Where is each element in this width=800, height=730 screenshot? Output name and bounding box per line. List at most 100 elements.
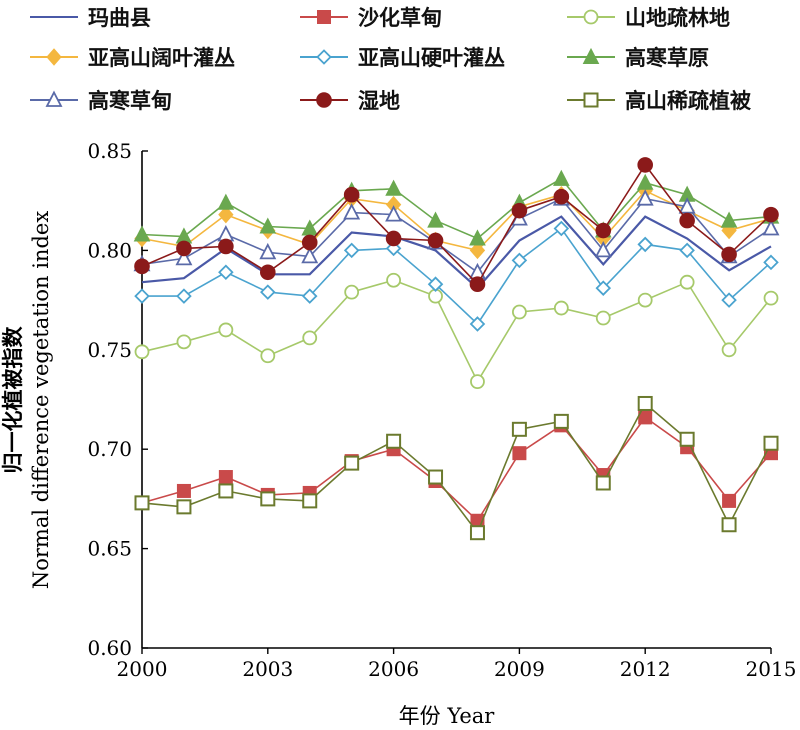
marker-shape xyxy=(218,264,234,281)
data-point xyxy=(721,246,737,263)
data-point xyxy=(428,469,444,485)
data-point xyxy=(763,290,779,306)
data-point xyxy=(260,348,276,364)
legend-swatch-marker xyxy=(582,47,600,64)
series-line xyxy=(141,279,772,384)
x-tick-label: 2000 xyxy=(117,657,168,681)
marker-shape xyxy=(260,348,276,364)
series-plot-area xyxy=(133,157,780,541)
marker-shape xyxy=(679,242,695,259)
marker-shape xyxy=(260,264,276,281)
marker-shape xyxy=(637,395,653,411)
marker-shape xyxy=(259,217,277,234)
data-point xyxy=(637,236,653,253)
marker-shape xyxy=(316,49,332,65)
data-point xyxy=(636,189,654,206)
data-point xyxy=(343,242,360,259)
data-point xyxy=(343,203,361,220)
data-point xyxy=(469,229,486,246)
marker-shape xyxy=(721,292,737,308)
marker-shape xyxy=(763,254,779,271)
legend-swatch-marker xyxy=(45,90,63,107)
marker-shape xyxy=(512,446,527,461)
data-point xyxy=(553,413,569,429)
data-point xyxy=(302,493,318,509)
legend-swatch-marker xyxy=(583,9,599,25)
marker-shape xyxy=(583,9,599,25)
marker-shape xyxy=(721,517,737,533)
marker-shape xyxy=(582,47,600,64)
data-point xyxy=(427,276,444,292)
marker-shape xyxy=(553,188,570,205)
marker-shape xyxy=(344,455,360,471)
data-point xyxy=(722,493,737,508)
data-point xyxy=(469,525,485,541)
marker-shape xyxy=(427,232,444,249)
x-tick-label: 2006 xyxy=(368,657,419,681)
data-point xyxy=(469,276,486,292)
series-line xyxy=(141,189,772,252)
legend-label: 高寒草甸 xyxy=(88,89,172,113)
marker-shape xyxy=(512,304,527,320)
data-point xyxy=(175,248,193,266)
y-axis-title-cn: 归一化植被指数 xyxy=(0,326,25,474)
marker-shape xyxy=(721,342,737,358)
marker-shape xyxy=(260,284,276,300)
data-point xyxy=(385,230,402,247)
data-point xyxy=(218,483,234,499)
data-point xyxy=(469,316,486,332)
marker-shape xyxy=(301,288,318,304)
data-point xyxy=(301,234,318,251)
data-point xyxy=(302,330,318,346)
marker-shape xyxy=(218,238,234,255)
legend-item: 亚高山阔叶灌丛 xyxy=(30,46,235,70)
data-point xyxy=(512,304,527,320)
data-point xyxy=(176,288,192,304)
y-tick-label: 0.70 xyxy=(87,437,132,461)
data-point xyxy=(763,206,779,223)
marker-shape xyxy=(427,276,444,292)
data-point xyxy=(176,483,191,498)
marker-shape xyxy=(679,212,695,229)
marker-shape xyxy=(511,421,527,437)
data-point xyxy=(218,238,234,255)
legend-label: 亚高山阔叶灌丛 xyxy=(88,46,235,70)
marker-shape xyxy=(763,290,779,306)
marker-shape xyxy=(301,234,318,251)
marker-shape xyxy=(583,92,599,108)
marker-shape xyxy=(134,344,150,360)
marker-shape xyxy=(637,157,654,173)
marker-shape xyxy=(722,493,737,508)
marker-shape xyxy=(470,374,485,390)
data-point xyxy=(595,310,611,326)
marker-shape xyxy=(553,300,569,316)
marker-shape xyxy=(217,193,235,210)
marker-shape xyxy=(511,252,528,269)
marker-shape xyxy=(302,493,318,509)
series-2 xyxy=(134,272,779,390)
legend-label: 湿地 xyxy=(358,89,400,113)
legend-item: 山地疏林地 xyxy=(567,6,730,30)
legend-label: 高寒草原 xyxy=(625,46,709,70)
marker-shape xyxy=(134,288,150,304)
data-point xyxy=(763,254,779,271)
data-point xyxy=(301,246,319,264)
data-point xyxy=(763,435,779,451)
marker-shape xyxy=(553,169,570,186)
marker-shape xyxy=(595,310,611,326)
x-tick-label: 2015 xyxy=(746,657,797,681)
marker-shape xyxy=(176,483,191,498)
data-point xyxy=(385,205,403,222)
data-point xyxy=(469,241,486,260)
marker-shape xyxy=(636,173,654,190)
data-point xyxy=(134,495,150,511)
data-point xyxy=(344,284,360,300)
legend-label: 山地疏林地 xyxy=(625,6,730,30)
marker-shape xyxy=(763,206,779,223)
marker-shape xyxy=(176,288,192,304)
data-point xyxy=(134,258,150,275)
data-point xyxy=(636,173,654,190)
